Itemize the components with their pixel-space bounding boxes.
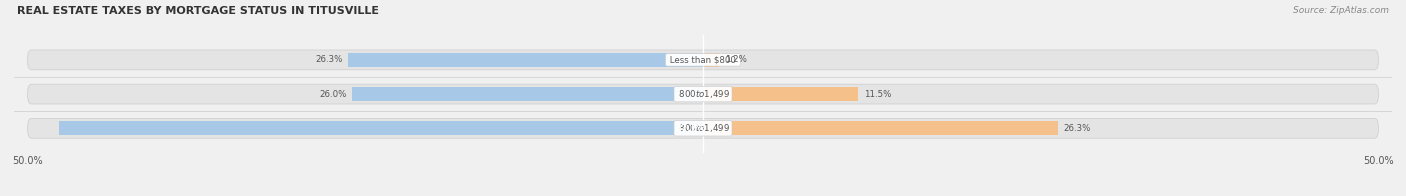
Text: $800 to $1,499: $800 to $1,499 bbox=[676, 122, 730, 134]
Bar bbox=[703, 87, 858, 101]
Text: 26.0%: 26.0% bbox=[319, 90, 346, 99]
FancyBboxPatch shape bbox=[28, 50, 1378, 70]
Text: Less than $800: Less than $800 bbox=[668, 55, 738, 64]
Bar bbox=[703, 121, 1059, 135]
Text: REAL ESTATE TAXES BY MORTGAGE STATUS IN TITUSVILLE: REAL ESTATE TAXES BY MORTGAGE STATUS IN … bbox=[17, 6, 378, 16]
Text: 11.5%: 11.5% bbox=[863, 90, 891, 99]
Text: 26.3%: 26.3% bbox=[315, 55, 342, 64]
Bar bbox=[703, 53, 720, 67]
Bar bbox=[352, 87, 703, 101]
FancyBboxPatch shape bbox=[28, 118, 1378, 138]
Text: 26.3%: 26.3% bbox=[1064, 124, 1091, 133]
Bar bbox=[347, 53, 703, 67]
Text: Source: ZipAtlas.com: Source: ZipAtlas.com bbox=[1294, 6, 1389, 15]
Bar bbox=[59, 121, 703, 135]
Text: 47.7%: 47.7% bbox=[676, 124, 706, 133]
Text: 1.2%: 1.2% bbox=[724, 55, 747, 64]
Text: $800 to $1,499: $800 to $1,499 bbox=[676, 88, 730, 100]
FancyBboxPatch shape bbox=[28, 84, 1378, 104]
